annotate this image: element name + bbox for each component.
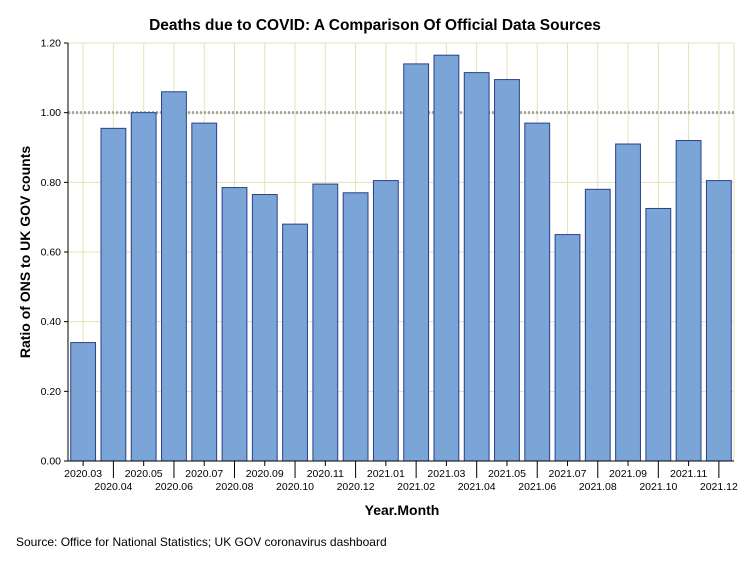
bar-2021.12 <box>705 180 732 462</box>
source-note: Source: Office for National Statistics; … <box>16 535 387 549</box>
x-tick-label: 2020.03 <box>64 468 102 480</box>
y-tick-label: 0.20 <box>41 386 62 398</box>
axis-layer <box>64 42 734 478</box>
bar-2020.12 <box>342 192 369 462</box>
bar-2021.02 <box>403 63 430 462</box>
x-tick-label: 2021.04 <box>458 481 496 493</box>
bar-2020.10 <box>282 223 308 462</box>
x-tick-label: 2021.10 <box>639 481 677 493</box>
x-tick-label: 2020.06 <box>155 481 193 493</box>
y-tick-label: 1.00 <box>41 107 62 119</box>
x-tick-label: 2020.07 <box>185 468 223 480</box>
bar-2020.07 <box>191 122 218 462</box>
bar-2020.05 <box>130 112 157 462</box>
bar-2021.08 <box>584 188 611 462</box>
bar-2021.06 <box>524 122 551 462</box>
x-tick-label: 2020.10 <box>276 481 314 493</box>
x-tick-label: 2021.12 <box>700 481 738 493</box>
bar-2020.03 <box>70 342 97 462</box>
bar-2021.09 <box>615 143 641 462</box>
x-tick-label: 2021.03 <box>427 468 465 480</box>
bar-2020.04 <box>100 127 127 462</box>
bar-2020.08 <box>221 187 248 462</box>
bar-2021.05 <box>494 79 520 462</box>
bar-2020.11 <box>312 183 339 462</box>
y-tick-label: 1.20 <box>41 38 62 50</box>
x-tick-label: 2021.06 <box>518 481 556 493</box>
x-tick-label: 2020.08 <box>216 481 254 493</box>
x-axis-label: Year.Month <box>365 502 440 518</box>
bar-2021.04 <box>463 72 490 462</box>
bar-2021.07 <box>554 234 581 462</box>
bar-2021.01 <box>372 180 399 462</box>
x-tick-label: 2021.02 <box>397 481 435 493</box>
y-tick-label: 0.40 <box>41 316 62 328</box>
x-tick-label: 2020.11 <box>307 468 344 480</box>
bar-2021.03 <box>433 54 460 462</box>
bar-2021.11 <box>675 140 702 462</box>
x-tick-label: 2021.01 <box>367 468 405 480</box>
y-axis-label: Ratio of ONS to UK GOV counts <box>17 146 33 359</box>
bar-2020.06 <box>161 91 187 462</box>
tick-label-layer: 0.000.200.400.600.801.001.202020.032020.… <box>41 38 738 494</box>
y-tick-label: 0.00 <box>41 456 62 468</box>
x-tick-label: 2020.04 <box>94 481 132 493</box>
bar-2021.10 <box>645 207 672 462</box>
x-tick-label: 2021.09 <box>609 468 647 480</box>
x-tick-label: 2020.09 <box>246 468 284 480</box>
x-tick-label: 2020.05 <box>125 468 163 480</box>
x-tick-label: 2021.05 <box>488 468 526 480</box>
chart-title: Deaths due to COVID: A Comparison Of Off… <box>149 17 601 34</box>
x-tick-label: 2020.12 <box>337 481 375 493</box>
y-tick-label: 0.60 <box>41 247 62 259</box>
x-tick-label: 2021.07 <box>549 468 587 480</box>
bar-2020.09 <box>251 194 278 462</box>
x-tick-label: 2021.11 <box>670 468 707 480</box>
y-tick-label: 0.80 <box>41 177 62 189</box>
x-tick-label: 2021.08 <box>579 481 617 493</box>
bar-layer <box>70 54 732 462</box>
